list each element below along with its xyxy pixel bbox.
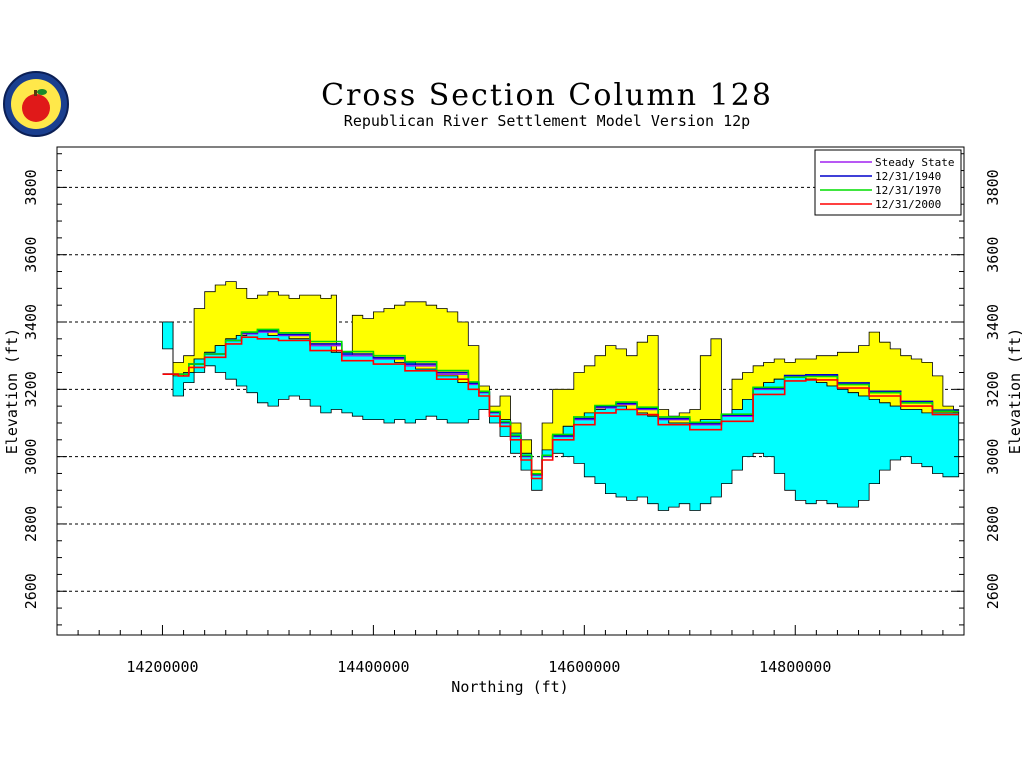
legend-label-d1940: 12/31/1940 bbox=[875, 170, 941, 183]
y-tick-label-left: 3200 bbox=[22, 371, 40, 407]
layer-areas bbox=[162, 281, 960, 511]
legend-label-steady_state: Steady State bbox=[875, 156, 954, 169]
x-axis-label: Northing (ft) bbox=[451, 678, 568, 696]
chart-subtitle: Republican River Settlement Model Versio… bbox=[344, 112, 750, 130]
y-tick-label-left: 3800 bbox=[22, 169, 40, 205]
x-tick-label: 14200000 bbox=[126, 658, 198, 676]
y-tick-label-left: 3600 bbox=[22, 237, 40, 273]
y-tick-label-right: 3200 bbox=[984, 371, 1002, 407]
x-tick-label: 14800000 bbox=[759, 658, 831, 676]
series-line-d1970 bbox=[162, 328, 959, 475]
y-tick-label-left: 3400 bbox=[22, 304, 40, 340]
plot-frame bbox=[56, 146, 965, 636]
y-tick-label-left: 3000 bbox=[22, 439, 40, 475]
x-tick-label: 14600000 bbox=[548, 658, 620, 676]
legend: Steady State12/31/194012/31/197012/31/20… bbox=[814, 149, 962, 216]
legend-label-d1970: 12/31/1970 bbox=[875, 184, 941, 197]
y-tick-label-right: 2800 bbox=[984, 506, 1002, 542]
tick-labels: 2600 2600 2800 2800 3000 3000 3200 3200 3400 3400… bbox=[22, 169, 1002, 676]
y-tick-label-left: 2800 bbox=[22, 506, 40, 542]
chart-title: Cross Section Column 128 bbox=[321, 78, 773, 113]
logo-seal bbox=[3, 71, 69, 137]
y-tick-label-right: 3400 bbox=[984, 304, 1002, 340]
x-tick-label: 14400000 bbox=[337, 658, 409, 676]
y-tick-label-right: 3600 bbox=[984, 237, 1002, 273]
legend-label-d2000: 12/31/2000 bbox=[875, 198, 941, 211]
tick-marks bbox=[56, 153, 964, 635]
y-tick-label-left: 2600 bbox=[22, 573, 40, 609]
y-axis-label-right: Elevation (ft) bbox=[1006, 328, 1024, 454]
series-line-d2000 bbox=[162, 336, 959, 480]
y-tick-label-right: 2600 bbox=[984, 573, 1002, 609]
y-tick-label-right: 3000 bbox=[984, 439, 1002, 475]
y-axis-label-left: Elevation (ft) bbox=[3, 328, 21, 454]
y-tick-label-right: 3800 bbox=[984, 169, 1002, 205]
series-lines bbox=[162, 328, 959, 480]
